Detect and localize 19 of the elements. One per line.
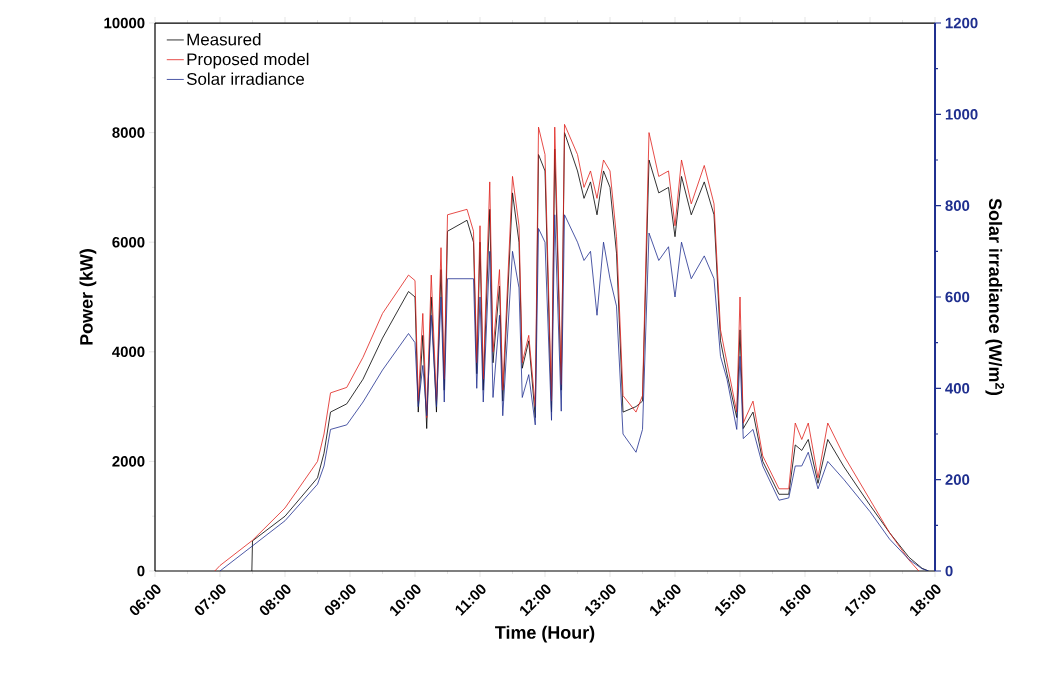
y-tick-label: 6000: [112, 236, 145, 248]
legend-label: Measured: [187, 33, 261, 46]
y-tick-label: 8000: [112, 127, 145, 138]
y2-axis-title: Solar irradiance (W/m$^{2}$): [985, 198, 1005, 396]
y2-tick-label: 400: [945, 383, 970, 394]
y-tick-label: 0: [137, 565, 145, 577]
x-axis-title: Time (Hour): [495, 625, 595, 643]
y-tick-label: 10000: [104, 17, 145, 29]
y-tick-label: 2000: [112, 456, 145, 467]
legend-label: Solar irradiance: [186, 72, 305, 85]
y2-tick-label: 600: [945, 291, 970, 303]
legend-label: Proposed model: [187, 52, 309, 69]
y2-tick-label: 0: [945, 565, 953, 577]
y-axis-title: Power (kW): [79, 249, 97, 345]
y2-tick-label: 800: [945, 200, 970, 211]
y2-tick-label: 1000: [945, 109, 978, 120]
y2-tick-label: 1200: [945, 17, 978, 29]
y-tick-label: 4000: [112, 346, 145, 358]
y2-tick-label: 200: [945, 474, 970, 485]
